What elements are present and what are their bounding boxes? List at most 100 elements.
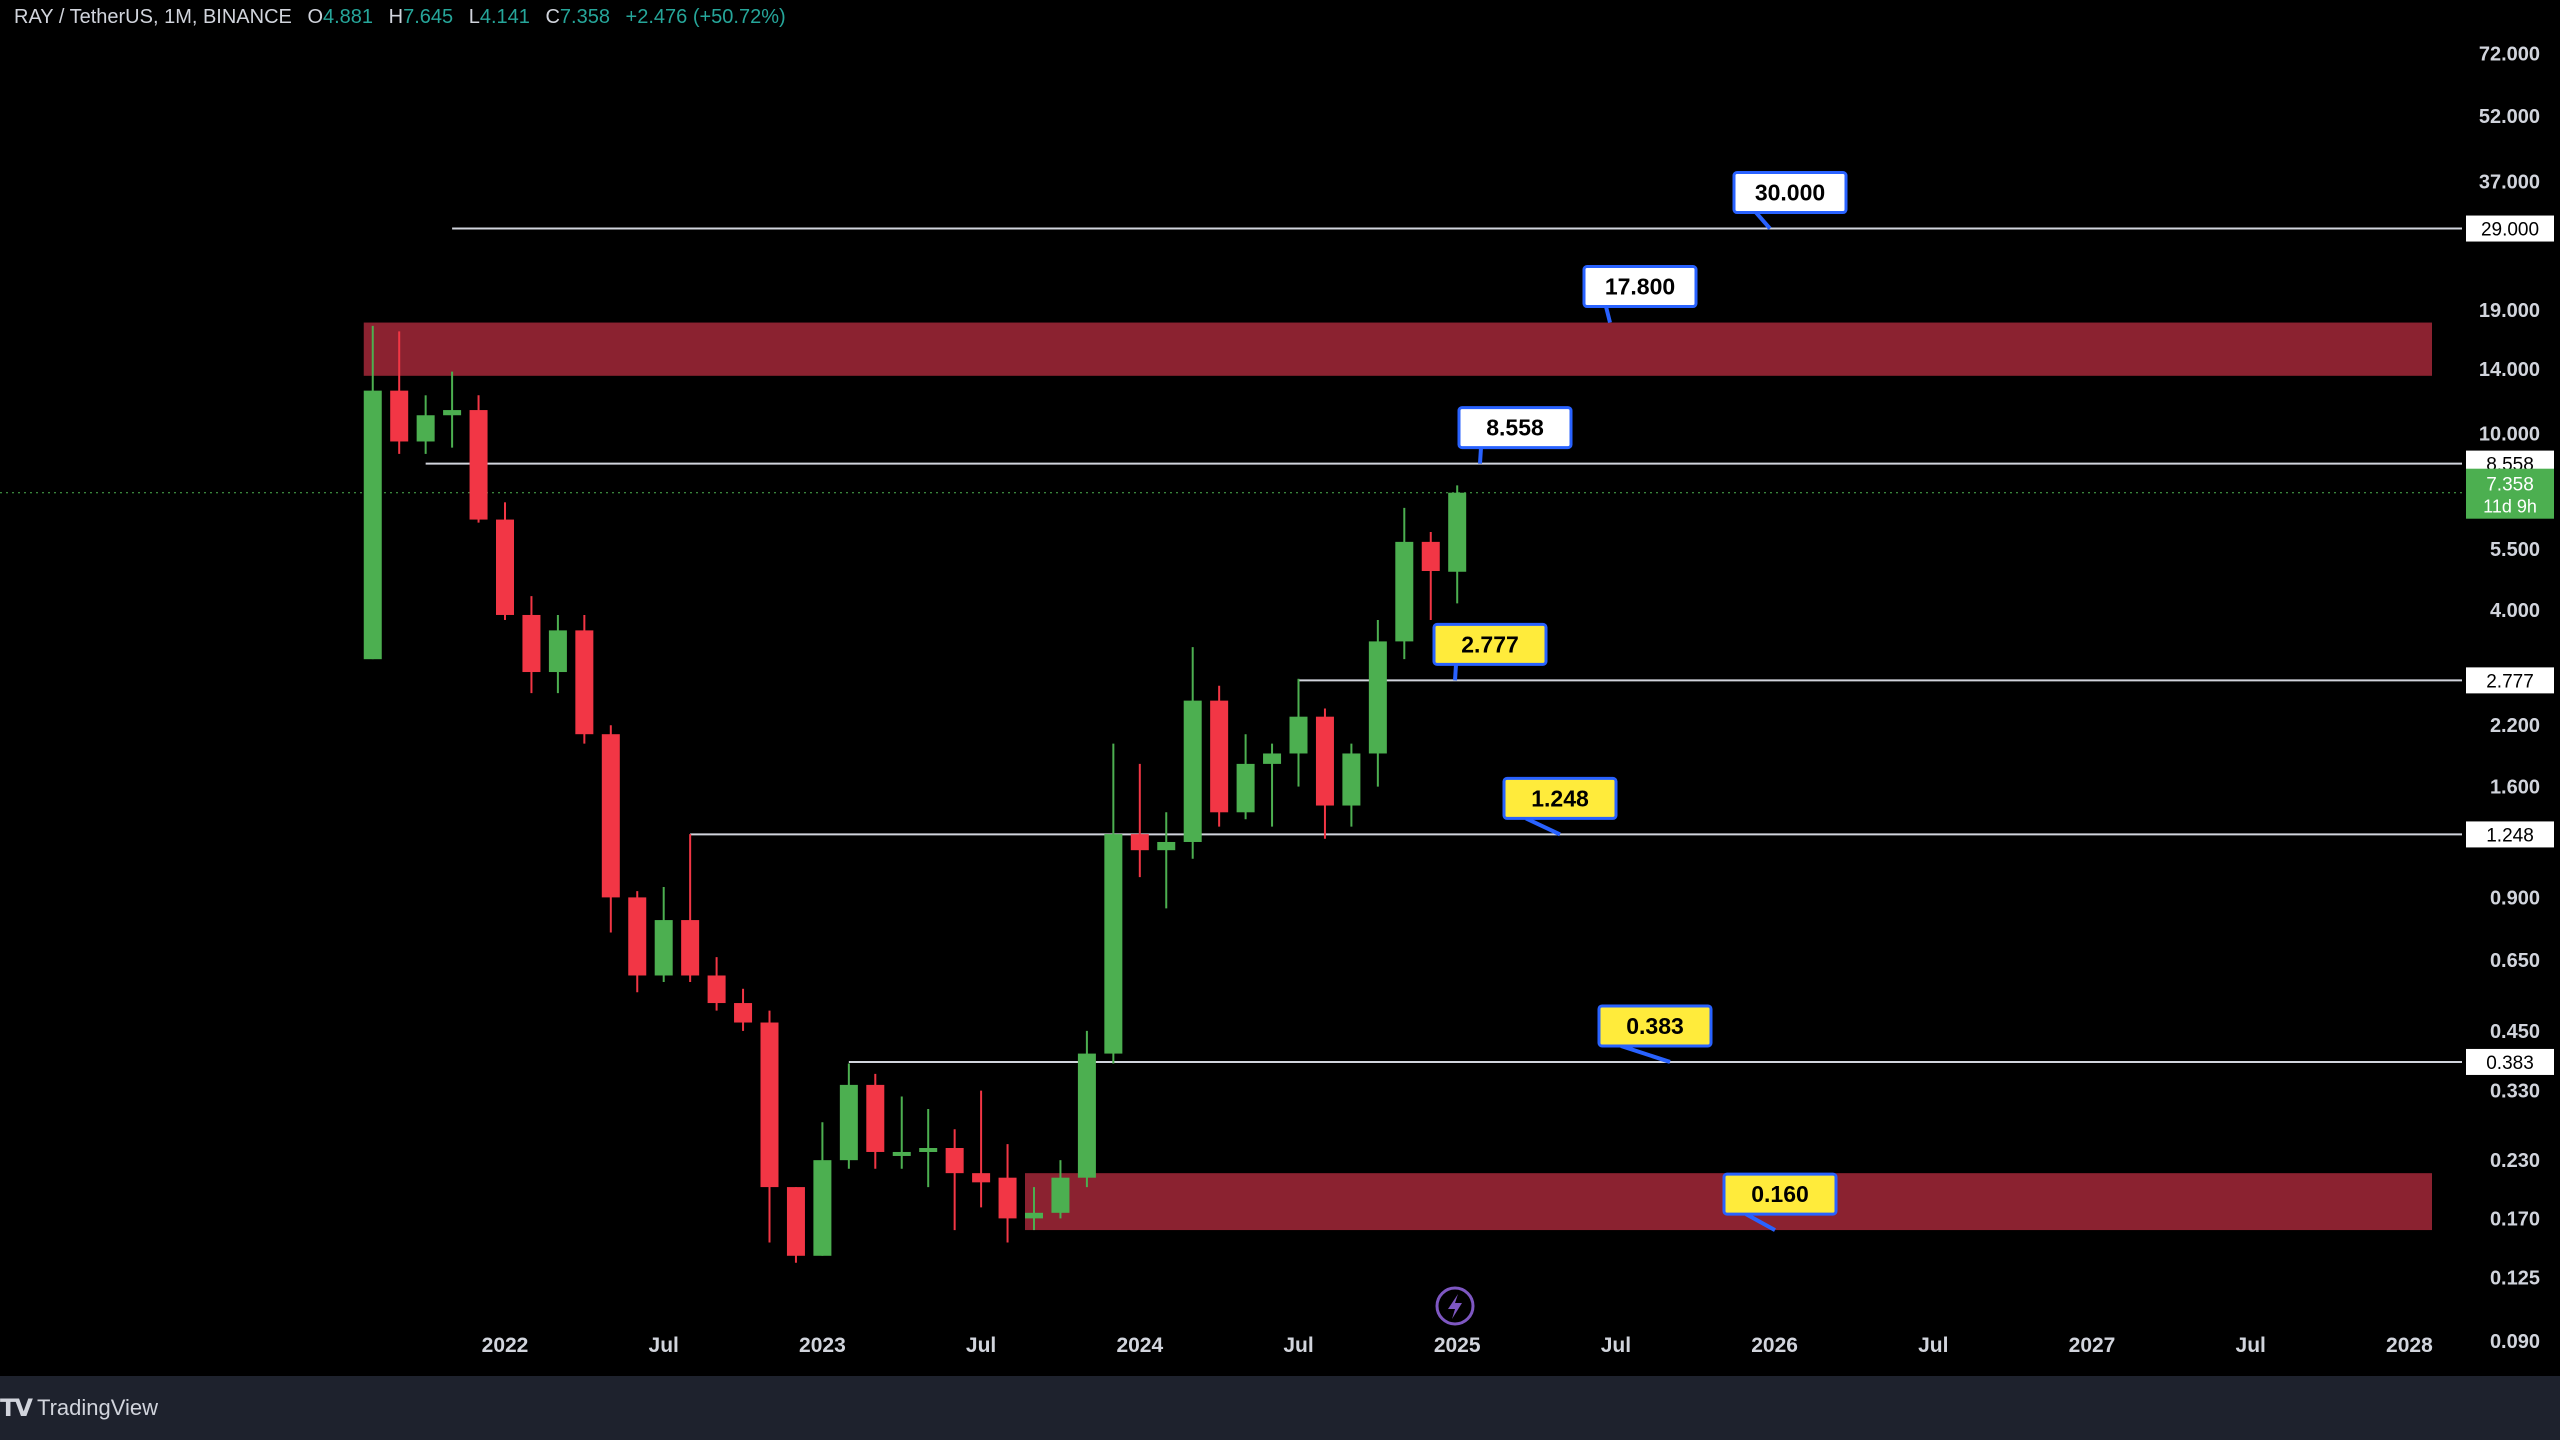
- candle-body-2023-05: [919, 1147, 938, 1152]
- tradingview-icon: TV: [0, 1394, 33, 1422]
- callout-pointer-5: [1620, 1044, 1671, 1064]
- callout-box-4: [1502, 776, 1618, 820]
- candle-body-2023-08: [998, 1177, 1017, 1219]
- tradingview-brand: TradingView: [36, 1395, 159, 1420]
- y-tick-13: 0.330: [2490, 1081, 2540, 1103]
- low-label: L: [468, 6, 480, 28]
- axis-level-box-3: [2466, 667, 2554, 694]
- candle-body-2021-11: [443, 410, 462, 416]
- x-tick-12: 2028: [2386, 1334, 2433, 1357]
- axis-level-box-5: [2466, 1048, 2554, 1075]
- y-tick-3: 19.000: [2479, 300, 2540, 322]
- callout-label-2: 8.558: [1486, 415, 1544, 441]
- candle-body-2024-05: [1236, 763, 1255, 813]
- axis-level-box-4: [2466, 821, 2554, 848]
- candle-body-2022-03: [548, 630, 567, 673]
- x-tick-6: 2025: [1434, 1334, 1481, 1357]
- axis-level-label-5: 0.383: [2486, 1053, 2534, 1074]
- candle-body-2023-12: [1104, 834, 1123, 1054]
- chart-legend: RAY / TetherUS, 1M, BINANCE O4.881 H7.64…: [14, 6, 786, 29]
- candle-body-2023-02: [839, 1084, 858, 1161]
- candle-body-2024-03: [1183, 700, 1202, 842]
- candle-body-2022-09: [707, 975, 726, 1004]
- callout-label-4: 1.248: [1531, 785, 1589, 811]
- y-tick-8: 2.200: [2490, 715, 2540, 737]
- open-label: O: [307, 6, 323, 28]
- y-tick-5: 10.000: [2479, 424, 2540, 446]
- y-tick-1: 52.000: [2479, 106, 2540, 128]
- x-tick-1: Jul: [649, 1334, 679, 1357]
- candle-body-2021-10: [416, 415, 435, 442]
- callout-box-1: [1582, 265, 1698, 309]
- callout-label-1: 17.800: [1605, 274, 1675, 300]
- y-tick-15: 0.170: [2490, 1208, 2540, 1230]
- lightning-bolt-icon: [1448, 1294, 1462, 1319]
- x-tick-7: Jul: [1601, 1334, 1631, 1357]
- callout-box-0: [1732, 171, 1848, 215]
- price-chart[interactable]: 30.000 17.800 8.558 2.777 1.248 0.383 0.160 72.…: [0, 0, 2560, 1376]
- high-label: H: [388, 6, 404, 28]
- y-tick-7: 4.000: [2490, 600, 2540, 622]
- y-tick-6: 5.500: [2490, 539, 2540, 561]
- callout-pointer-4: [1525, 816, 1561, 837]
- candle-body-2023-01: [813, 1160, 832, 1256]
- y-tick-14: 0.230: [2490, 1150, 2540, 1172]
- close-label: C: [545, 6, 560, 28]
- callout-box-6: [1722, 1172, 1838, 1216]
- open-value: 4.881: [323, 6, 374, 28]
- y-tick-0: 72.000: [2479, 43, 2540, 65]
- callout-pointer-2: [1478, 447, 1483, 464]
- y-tick-12: 0.450: [2490, 1021, 2540, 1043]
- x-tick-2: 2023: [799, 1334, 846, 1357]
- candle-body-2023-03: [866, 1084, 885, 1152]
- candle-body-2022-10: [734, 1003, 753, 1023]
- candle-body-2022-02: [522, 614, 541, 673]
- y-tick-2: 37.000: [2479, 172, 2540, 194]
- x-tick-9: Jul: [1918, 1334, 1948, 1357]
- candle-body-2021-08: [363, 390, 382, 660]
- callout-pointer-6: [1745, 1212, 1776, 1232]
- candle-body-2023-06: [945, 1147, 964, 1174]
- y-tick-9: 1.600: [2490, 777, 2540, 799]
- y-tick-4: 14.000: [2479, 359, 2540, 381]
- candle-body-2025-01: [1448, 492, 1467, 572]
- x-tick-8: 2026: [1751, 1334, 1798, 1357]
- candle-body-2024-08: [1315, 716, 1334, 806]
- candle-body-2023-07: [972, 1173, 991, 1183]
- axis-level-label-3: 2.777: [2486, 671, 2534, 692]
- symbol-title[interactable]: RAY / TetherUS, 1M, BINANCE: [14, 6, 292, 28]
- x-tick-4: 2024: [1116, 1334, 1163, 1357]
- candle-body-2024-01: [1130, 834, 1149, 851]
- candle-body-2021-12: [469, 410, 488, 520]
- candle-body-2024-07: [1289, 716, 1308, 754]
- candle-body-2023-10: [1051, 1177, 1070, 1213]
- chart-area[interactable]: 30.000 17.800 8.558 2.777 1.248 0.383 0.160 72.…: [0, 0, 2560, 1376]
- current-price-countdown: 11d 9h: [2483, 497, 2537, 517]
- high-value: 7.645: [403, 6, 454, 28]
- tradingview-logo[interactable]: TV TradingView: [0, 1394, 158, 1422]
- callout-label-3: 2.777: [1461, 631, 1519, 657]
- resistance-zone-0: [363, 322, 2432, 376]
- change-value: +2.476 (+50.72%): [625, 6, 786, 28]
- candle-body-2022-01: [496, 519, 514, 615]
- callout-label-6: 0.160: [1751, 1181, 1809, 1207]
- lightning-icon: [1435, 1286, 1475, 1326]
- candle-body-2022-12: [786, 1187, 805, 1256]
- candle-body-2024-06: [1263, 753, 1282, 764]
- x-tick-11: Jul: [2236, 1334, 2266, 1357]
- candle-body-2024-02: [1157, 841, 1176, 851]
- x-tick-3: Jul: [966, 1334, 996, 1357]
- y-tick-16: 0.125: [2490, 1268, 2540, 1290]
- candle-body-2022-07: [654, 920, 673, 976]
- close-value: 7.358: [559, 6, 610, 28]
- x-tick-5: Jul: [1283, 1334, 1313, 1357]
- candle-body-2022-11: [760, 1022, 779, 1188]
- low-value: 4.141: [479, 6, 530, 28]
- candle-body-2022-08: [681, 920, 700, 976]
- candle-body-2024-04: [1210, 700, 1229, 813]
- callout-pointer-1: [1604, 306, 1612, 324]
- callout-box-2: [1457, 406, 1573, 450]
- y-tick-10: 0.900: [2490, 887, 2540, 909]
- current-price-value: 7.358: [2486, 475, 2534, 496]
- callout-label-5: 0.383: [1626, 1013, 1684, 1039]
